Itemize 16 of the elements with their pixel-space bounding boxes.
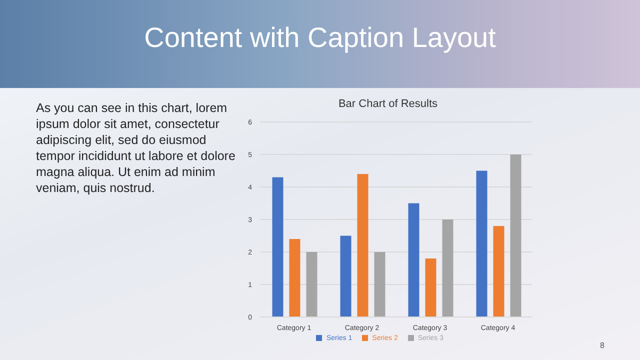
bar [442, 220, 454, 317]
bar [340, 236, 352, 317]
bar [374, 252, 386, 317]
text: As you can see in this chart, lorem ipsum dolor sit amet, consectetur adipiscing elit, sed do eiusmod tempor incididunt ut labore et dolore magna aliqua. Ut enim ad minim veniam, quis nostrud. [36, 100, 236, 196]
bar [510, 154, 522, 317]
bar [289, 239, 300, 317]
bar [357, 174, 368, 317]
bar [306, 252, 318, 317]
text: Content with Caption Layout [143, 22, 497, 54]
bar [425, 258, 436, 317]
text: 8 [600, 341, 604, 350]
bar [476, 170, 488, 317]
bar [493, 226, 504, 317]
bar [408, 203, 420, 317]
chart-title: Bar Chart of Results [337, 98, 439, 112]
bar [272, 177, 284, 317]
